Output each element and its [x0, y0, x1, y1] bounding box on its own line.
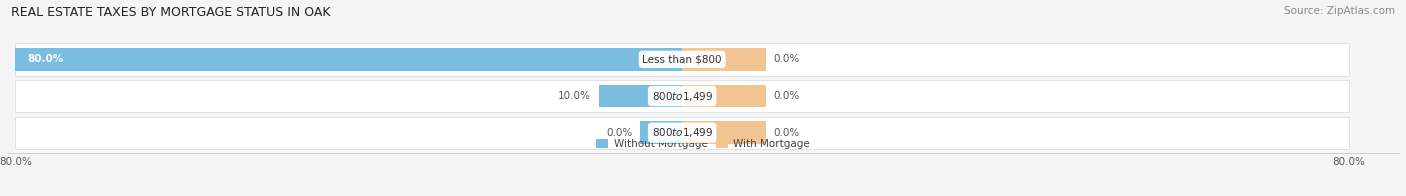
- Bar: [15, 43, 1348, 75]
- Bar: [15, 80, 1348, 112]
- Text: $800 to $1,499: $800 to $1,499: [651, 90, 713, 103]
- Bar: [682, 85, 765, 107]
- Bar: [15, 48, 682, 71]
- Text: 0.0%: 0.0%: [606, 128, 633, 138]
- Text: REAL ESTATE TAXES BY MORTGAGE STATUS IN OAK: REAL ESTATE TAXES BY MORTGAGE STATUS IN …: [11, 6, 330, 19]
- Text: Less than $800: Less than $800: [643, 54, 721, 64]
- Bar: [15, 117, 1348, 149]
- Text: Source: ZipAtlas.com: Source: ZipAtlas.com: [1284, 6, 1395, 16]
- Bar: [599, 85, 682, 107]
- Text: 0.0%: 0.0%: [773, 91, 800, 101]
- Text: 0.0%: 0.0%: [773, 54, 800, 64]
- Text: 80.0%: 80.0%: [28, 54, 65, 64]
- Bar: [641, 121, 682, 144]
- Text: 0.0%: 0.0%: [773, 128, 800, 138]
- Text: $800 to $1,499: $800 to $1,499: [651, 126, 713, 139]
- Bar: [682, 121, 765, 144]
- Text: 10.0%: 10.0%: [558, 91, 591, 101]
- Legend: Without Mortgage, With Mortgage: Without Mortgage, With Mortgage: [592, 135, 814, 153]
- Bar: [682, 48, 765, 71]
